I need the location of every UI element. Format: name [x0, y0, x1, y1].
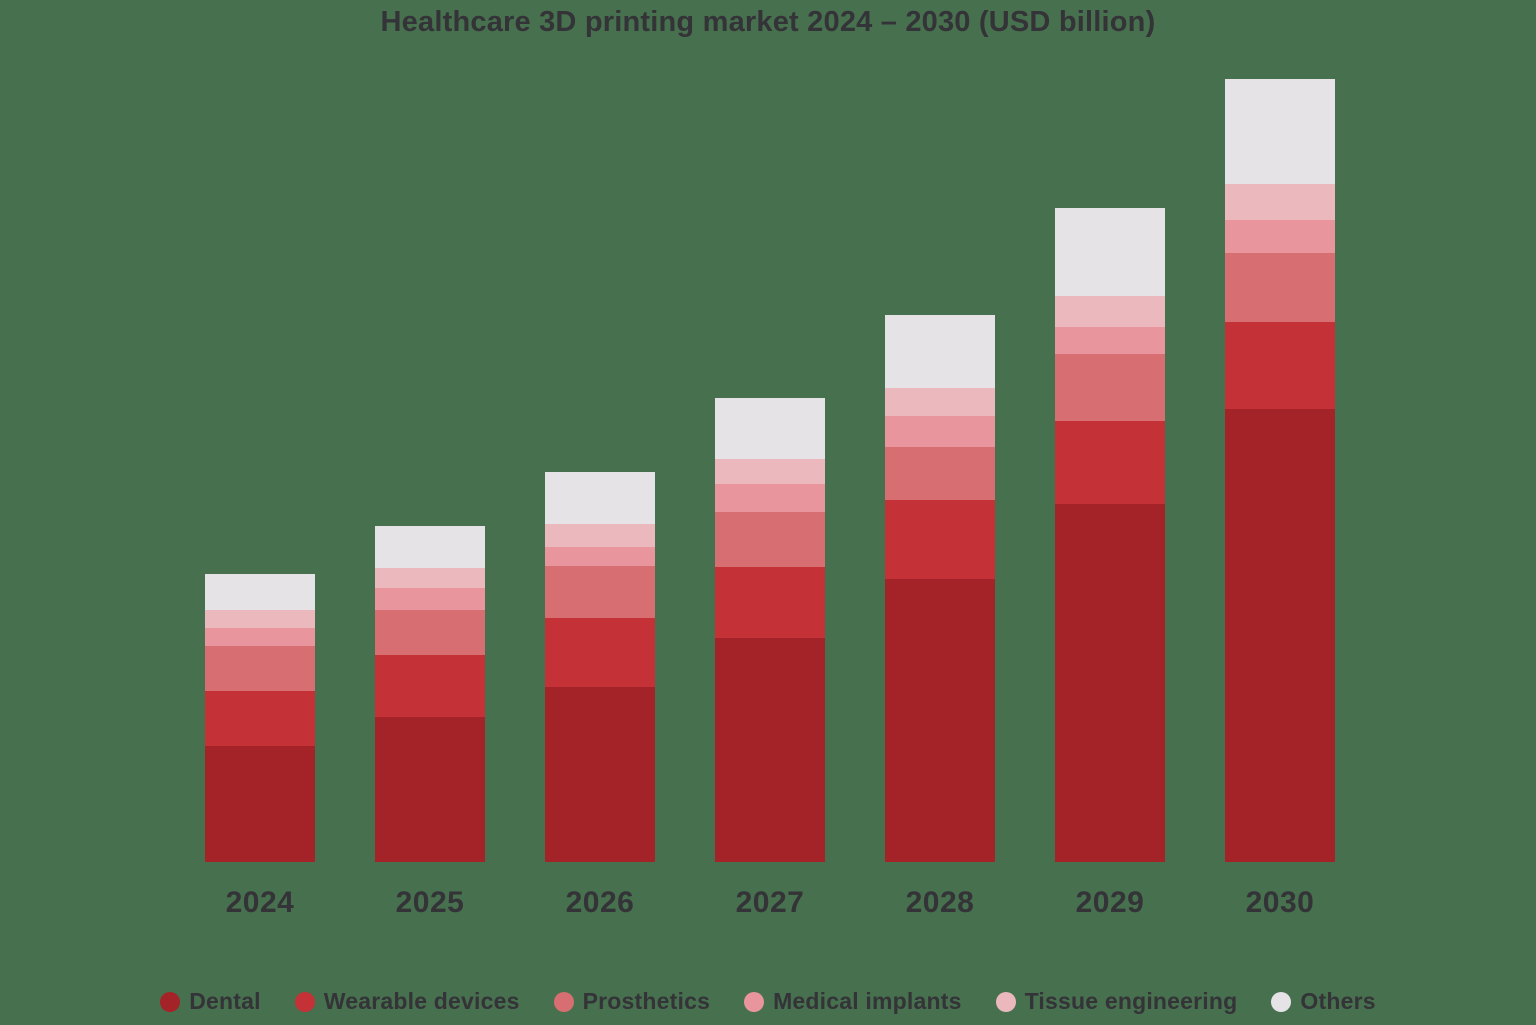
- bar-segment-dental: [375, 717, 485, 862]
- legend-color-dot-icon: [294, 991, 315, 1012]
- bar-segment-dental: [885, 578, 995, 862]
- legend-item-dental: Dental: [160, 988, 261, 1015]
- bar-segment-others: [545, 471, 655, 525]
- legend-label: Medical implants: [773, 988, 962, 1014]
- x-axis-label-2025: 2025: [395, 886, 465, 919]
- bar-segment-others: [885, 314, 995, 388]
- bar-segment-tissue-engineering: [1055, 295, 1165, 327]
- legend-label: Prosthetics: [582, 988, 711, 1014]
- bar-segment-others: [205, 574, 315, 611]
- legend-color-dot-icon: [744, 991, 765, 1012]
- bar-segment-medical-implants: [1055, 326, 1165, 355]
- legend-item-medical-implants: Medical implants: [744, 988, 962, 1015]
- bar-segment-wearable-devices: [715, 566, 825, 638]
- bar-segment-tissue-engineering: [885, 387, 995, 416]
- bar-segment-prosthetics: [375, 610, 485, 655]
- bar-segment-others: [1225, 78, 1335, 184]
- bar-segment-prosthetics: [715, 511, 825, 567]
- x-axis-label-2029: 2029: [1075, 886, 1145, 919]
- chart-title: Healthcare 3D printing market 2024 – 203…: [380, 6, 1156, 38]
- legend-item-prosthetics: Prosthetics: [553, 988, 711, 1015]
- bar-segment-medical-implants: [375, 587, 485, 611]
- bar-segment-medical-implants: [715, 483, 825, 512]
- bar-2029: [1055, 208, 1165, 862]
- bar-segment-wearable-devices: [205, 690, 315, 746]
- bar-segment-medical-implants: [205, 627, 315, 647]
- legend-color-dot-icon: [995, 991, 1016, 1012]
- bar-segment-prosthetics: [205, 646, 315, 691]
- legend-item-tissue-engineering: Tissue engineering: [995, 988, 1238, 1015]
- bar-segment-dental: [1225, 409, 1335, 862]
- bar-segment-prosthetics: [1225, 253, 1335, 323]
- bar-2027: [715, 398, 825, 862]
- bar-segment-prosthetics: [1055, 354, 1165, 422]
- bar-segment-dental: [715, 638, 825, 862]
- x-axis-label-2028: 2028: [905, 886, 975, 919]
- bar-segment-others: [375, 526, 485, 569]
- x-axis-label-2024: 2024: [225, 886, 295, 919]
- bar-segment-dental: [1055, 503, 1165, 862]
- bar-segment-medical-implants: [1225, 220, 1335, 254]
- legend-color-dot-icon: [1271, 991, 1292, 1012]
- bar-segment-tissue-engineering: [715, 458, 825, 484]
- legend-label: Others: [1300, 988, 1376, 1014]
- bar-2030: [1225, 78, 1335, 862]
- bar-segment-others: [1055, 208, 1165, 296]
- x-axis-label-2027: 2027: [735, 886, 805, 919]
- bar-2025: [375, 526, 485, 862]
- bar-segment-wearable-devices: [1055, 421, 1165, 504]
- bar-2026: [545, 471, 655, 862]
- bar-segment-tissue-engineering: [375, 568, 485, 588]
- bar-segment-others: [715, 398, 825, 459]
- x-axis-label-2030: 2030: [1245, 886, 1315, 919]
- bar-segment-medical-implants: [545, 546, 655, 567]
- bar-segment-medical-implants: [885, 415, 995, 447]
- legend-item-wearable-devices: Wearable devices: [294, 988, 520, 1015]
- bar-segment-prosthetics: [885, 446, 995, 500]
- bar-segment-wearable-devices: [1225, 322, 1335, 410]
- legend-label: Tissue engineering: [1024, 988, 1238, 1014]
- bar-segment-wearable-devices: [375, 654, 485, 718]
- bar-2024: [205, 574, 315, 862]
- legend-label: Dental: [189, 988, 261, 1014]
- legend-color-dot-icon: [160, 991, 181, 1012]
- legend-label: Wearable devices: [323, 988, 520, 1014]
- legend-item-others: Others: [1271, 988, 1376, 1015]
- bar-segment-dental: [205, 746, 315, 862]
- bar-segment-dental: [545, 686, 655, 862]
- legend-color-dot-icon: [553, 991, 574, 1012]
- bar-segment-tissue-engineering: [545, 524, 655, 547]
- x-axis-label-2026: 2026: [565, 886, 635, 919]
- bar-segment-prosthetics: [545, 566, 655, 619]
- bar-segment-wearable-devices: [545, 618, 655, 687]
- bar-segment-tissue-engineering: [1225, 183, 1335, 221]
- legend: Dental Wearable devices Prosthetics Medical…: [0, 988, 1536, 1015]
- bar-2028: [885, 314, 995, 862]
- bar-segment-tissue-engineering: [205, 610, 315, 628]
- bar-segment-wearable-devices: [885, 499, 995, 579]
